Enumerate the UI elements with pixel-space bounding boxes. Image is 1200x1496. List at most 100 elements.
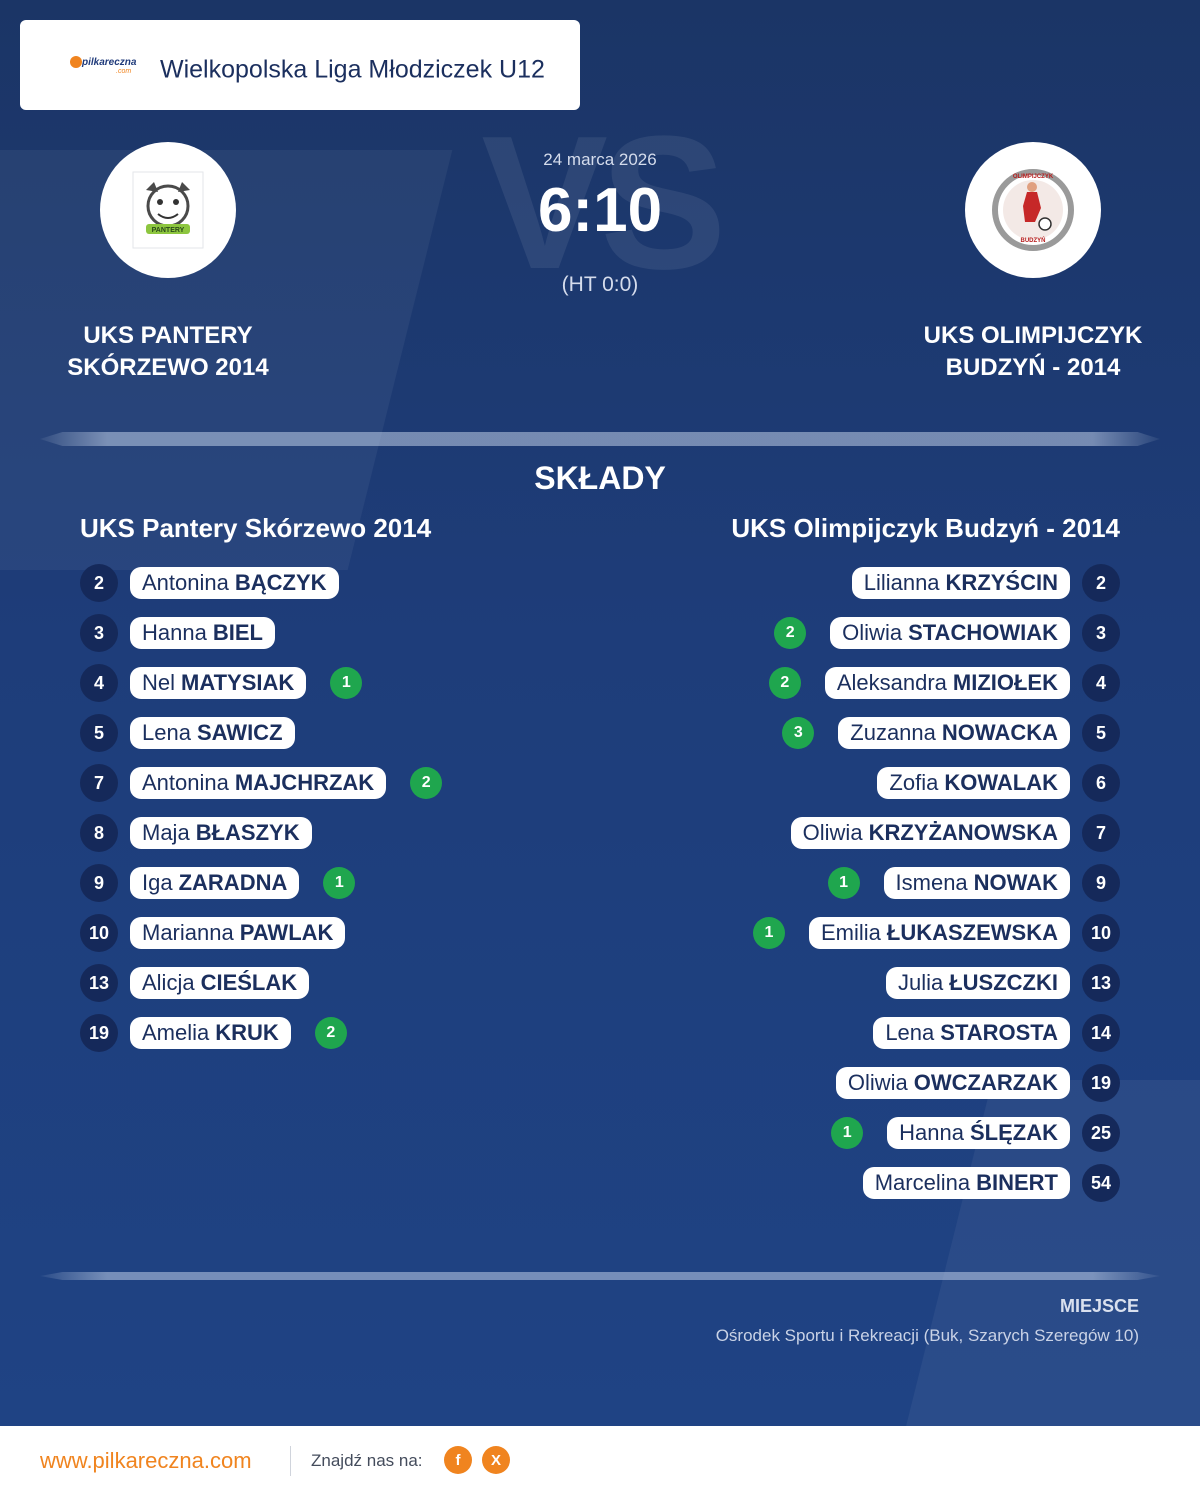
player-number: 7 — [1082, 814, 1120, 852]
facebook-icon[interactable]: f — [444, 1446, 472, 1474]
pilkareczna-logo[interactable]: pilkareczna .com — [68, 50, 142, 80]
goals-badge: 1 — [752, 917, 785, 949]
footer: www.pilkareczna.com Znajdź nas na: f X — [0, 1426, 1200, 1496]
away-team-logo: OLIMPIJCZYK BUDZYŃ — [965, 142, 1101, 278]
budzyn-logo-text: BUDZYŃ — [1021, 236, 1046, 244]
logo-brand: pilkareczna — [82, 57, 137, 68]
player-row: 13 Julia ŁUSZCZKI — [753, 958, 1120, 1008]
player-last-name: KRZYŻANOWSKA — [868, 820, 1058, 845]
player-first-name: Zofia — [889, 770, 939, 795]
home-team-name-line1: UKS PANTERY — [83, 322, 253, 349]
player-last-name: MAJCHRZAK — [234, 770, 375, 795]
goals-badge: 3 — [782, 717, 815, 749]
player-row: 5 Zuzanna NOWACKA 3 — [753, 708, 1120, 758]
player-last-name: CIEŚLAK — [200, 970, 298, 995]
player-row: 54 Marcelina BINERT — [753, 1158, 1120, 1208]
x-icon[interactable]: X — [482, 1446, 510, 1474]
player-last-name: MATYSIAK — [181, 670, 295, 695]
panther-logo-icon: PANTERY — [132, 171, 204, 249]
player-first-name: Julia — [897, 970, 944, 995]
player-row: 19 Oliwia OWCZARZAK — [753, 1058, 1120, 1108]
player-first-name: Marcelina — [874, 1170, 971, 1195]
player-row: 9 Ismena NOWAK 1 — [753, 858, 1120, 908]
league-card: pilkareczna .com Wielkopolska Liga Młodz… — [20, 20, 580, 110]
player-number: 10 — [80, 914, 118, 952]
vs-watermark: VS — [481, 97, 726, 309]
player-name: Antonina MAJCHRZAK — [130, 767, 387, 799]
footer-separator — [290, 1446, 291, 1476]
player-number: 9 — [1082, 864, 1120, 902]
goals-badge: 2 — [768, 667, 801, 699]
venue-label: MIEJSCE — [1059, 1296, 1139, 1316]
player-number: 3 — [80, 614, 118, 652]
player-name: Oliwia KRZYŻANOWSKA — [790, 817, 1070, 849]
away-player-list: 2 Lilianna KRZYŚCIN 3 Oliwia STACHOWIAK 2 4 Alek… — [752, 558, 1120, 1208]
player-row: 2 Lilianna KRZYŚCIN — [753, 558, 1120, 608]
player-last-name: BINERT — [976, 1170, 1058, 1195]
divider — [40, 1272, 1160, 1280]
player-row: 3 Hanna BIEL — [80, 608, 442, 658]
player-row: 8 Maja BŁASZYK — [80, 808, 442, 858]
player-row: 2 Antonina BĄCZYK — [80, 558, 442, 608]
player-first-name: Aleksandra — [836, 670, 947, 695]
player-last-name: PAWLAK — [239, 920, 334, 945]
player-number: 13 — [1082, 964, 1120, 1002]
home-lineup-title: UKS Pantery Skórzewo 2014 — [80, 513, 432, 543]
player-last-name: BŁASZYK — [195, 820, 300, 845]
player-name: Hanna ŚLĘZAK — [887, 1117, 1070, 1149]
website-link[interactable]: www.pilkareczna.com — [40, 1448, 252, 1473]
find-us-label: Znajdź nas na: — [311, 1451, 423, 1470]
player-name: Ismena NOWAK — [883, 867, 1070, 899]
player-name: Marcelina BINERT — [862, 1167, 1070, 1199]
player-first-name: Hanna — [899, 1120, 964, 1145]
player-last-name: MIZIOŁEK — [952, 670, 1058, 695]
player-row: 13 Alicja CIEŚLAK — [80, 958, 442, 1008]
home-team-logo: PANTERY — [100, 142, 236, 278]
league-title: Wielkopolska Liga Młodziczek U12 — [160, 55, 545, 84]
player-last-name: NOWAK — [973, 870, 1058, 895]
divider — [40, 432, 1160, 446]
goals-badge: 2 — [774, 617, 807, 649]
player-first-name: Marianna — [142, 920, 234, 945]
match-score: 6:10 — [537, 176, 663, 245]
goals-badge: 2 — [314, 1017, 347, 1049]
player-number: 14 — [1082, 1014, 1120, 1052]
player-first-name: Maja — [142, 820, 190, 845]
player-number: 4 — [1082, 664, 1120, 702]
player-name: Lena STAROSTA — [873, 1017, 1070, 1049]
player-name: Hanna BIEL — [130, 617, 275, 649]
player-row: 4 Aleksandra MIZIOŁEK 2 — [753, 658, 1120, 708]
player-last-name: ŚLĘZAK — [970, 1120, 1058, 1145]
player-row: 10 Emilia ŁUKASZEWSKA 1 — [752, 908, 1120, 958]
player-row: 25 Hanna ŚLĘZAK 1 — [753, 1108, 1120, 1158]
player-name: Aleksandra MIZIOŁEK — [824, 667, 1070, 699]
player-first-name: Oliwia — [842, 620, 903, 645]
player-last-name: ŁUSZCZKI — [949, 970, 1058, 995]
player-first-name: Lilianna — [863, 570, 940, 595]
olimpijczyk-logo-icon: OLIMPIJCZYK BUDZYŃ — [992, 169, 1074, 251]
away-lineup-title: UKS Olimpijczyk Budzyń - 2014 — [731, 513, 1120, 543]
goals-badge: 1 — [831, 1117, 864, 1149]
player-first-name: Antonina — [142, 770, 229, 795]
player-name: Zofia KOWALAK — [877, 767, 1070, 799]
goals-badge: 2 — [410, 767, 443, 799]
player-first-name: Iga — [142, 870, 173, 895]
player-name: Maja BŁASZYK — [130, 817, 312, 849]
player-row: 6 Zofia KOWALAK — [753, 758, 1120, 808]
goals-badge: 1 — [827, 867, 860, 899]
home-team-name: UKS PANTERY SKÓRZEWO 2014 — [8, 320, 328, 384]
player-name: Lilianna KRZYŚCIN — [851, 567, 1070, 599]
player-first-name: Zuzanna — [850, 720, 936, 745]
player-name: Alicja CIEŚLAK — [130, 967, 310, 999]
player-row: 7 Antonina MAJCHRZAK 2 — [80, 758, 443, 808]
player-last-name: OWCZARZAK — [913, 1070, 1058, 1095]
venue-value: Ośrodek Sportu i Rekreacji (Buk, Szarych… — [715, 1326, 1139, 1345]
away-team-name-line1: UKS OLIMPIJCZYK — [923, 322, 1143, 349]
player-number: 4 — [80, 664, 118, 702]
player-name: Marianna PAWLAK — [130, 917, 346, 949]
player-row: 9 Iga ZARADNA 1 — [80, 858, 442, 908]
player-last-name: STACHOWIAK — [908, 620, 1058, 645]
player-name: Amelia KRUK — [130, 1017, 291, 1049]
player-number: 2 — [80, 564, 118, 602]
player-last-name: SAWICZ — [196, 720, 283, 745]
